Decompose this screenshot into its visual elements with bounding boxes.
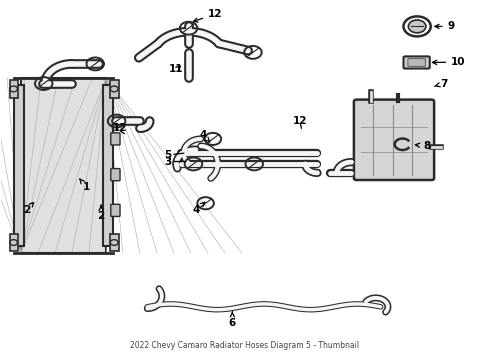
Text: 5: 5: [164, 150, 171, 160]
Text: 11: 11: [169, 64, 183, 74]
Text: 4: 4: [192, 202, 204, 215]
Text: 1: 1: [80, 179, 90, 192]
Text: 2: 2: [97, 205, 104, 221]
FancyBboxPatch shape: [111, 168, 120, 181]
FancyBboxPatch shape: [111, 133, 120, 145]
Text: 2: 2: [23, 202, 34, 215]
Circle shape: [407, 20, 425, 33]
Text: 9: 9: [434, 21, 454, 31]
FancyBboxPatch shape: [10, 80, 19, 98]
FancyBboxPatch shape: [403, 57, 429, 68]
Text: 12: 12: [193, 9, 222, 22]
Text: 3: 3: [164, 157, 171, 167]
Text: 10: 10: [431, 57, 465, 67]
Text: 7: 7: [434, 78, 447, 89]
FancyBboxPatch shape: [111, 204, 120, 216]
Text: 2022 Chevy Camaro Radiator Hoses Diagram 5 - Thumbnail: 2022 Chevy Camaro Radiator Hoses Diagram…: [130, 341, 358, 350]
FancyBboxPatch shape: [10, 234, 19, 251]
Text: 12: 12: [293, 116, 307, 126]
Text: 4: 4: [199, 130, 209, 142]
FancyBboxPatch shape: [407, 59, 425, 66]
Text: 6: 6: [228, 312, 236, 328]
Text: 8: 8: [415, 141, 429, 151]
FancyBboxPatch shape: [110, 234, 118, 251]
FancyBboxPatch shape: [110, 80, 118, 98]
FancyBboxPatch shape: [353, 100, 433, 180]
FancyBboxPatch shape: [102, 85, 113, 246]
Text: 12: 12: [113, 123, 127, 133]
FancyBboxPatch shape: [14, 85, 24, 246]
FancyBboxPatch shape: [21, 78, 106, 253]
